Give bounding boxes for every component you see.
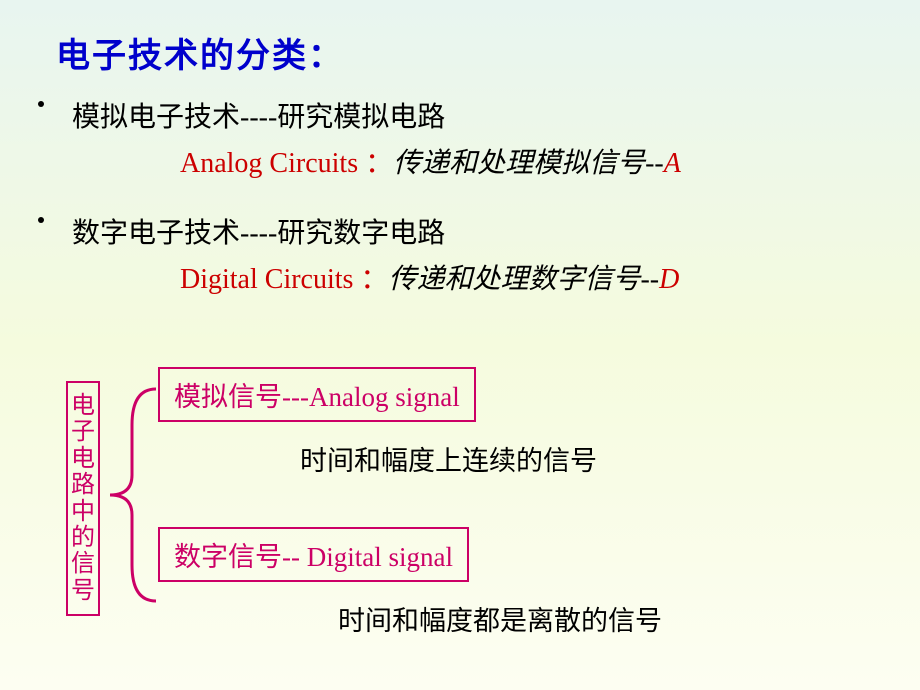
- digital-signal-box: 数字信号-- Digital signal: [158, 527, 469, 582]
- bullet-dot-icon: [38, 101, 44, 107]
- bullet-main-text: 模拟电子技术----研究模拟电路: [72, 102, 445, 133]
- digital-cn-desc: 传递和处理数字信号--: [388, 264, 659, 295]
- analog-tag: A: [664, 148, 681, 179]
- analog-cn-desc: 传递和处理模拟信号--: [393, 148, 664, 179]
- bullet-item-analog: 模拟电子技术----研究模拟电路 Analog Circuits ：传递和处理模…: [0, 95, 920, 181]
- vertical-label: 电子电路中的信号: [66, 381, 100, 616]
- analog-signal-en: Analog signal: [309, 382, 460, 412]
- bullet-main-text: 数字电子技术----研究数字电路: [72, 218, 445, 249]
- analog-en-label: Analog Circuits ：: [180, 148, 393, 179]
- brace-icon: [104, 375, 160, 615]
- analog-signal-desc: 时间和幅度上连续的信号: [300, 439, 597, 478]
- digital-signal-cn: 数字信号--: [174, 542, 307, 572]
- bullet-dot-icon: [38, 217, 44, 223]
- analog-signal-box: 模拟信号---Analog signal: [158, 367, 476, 422]
- analog-signal-cn: 模拟信号---: [174, 382, 309, 412]
- digital-signal-desc: 时间和幅度都是离散的信号: [338, 599, 662, 638]
- digital-signal-en: Digital signal: [307, 542, 453, 572]
- slide-title: 电子技术的分类：: [0, 0, 920, 95]
- digital-tag: D: [659, 264, 679, 295]
- signal-diagram: 电子电路中的信号 模拟信号---Analog signal 时间和幅度上连续的信…: [0, 327, 920, 647]
- digital-en-label: Digital Circuits ：: [180, 264, 388, 295]
- bullet-item-digital: 数字电子技术----研究数字电路 Digital Circuits ：传递和处理…: [0, 211, 920, 297]
